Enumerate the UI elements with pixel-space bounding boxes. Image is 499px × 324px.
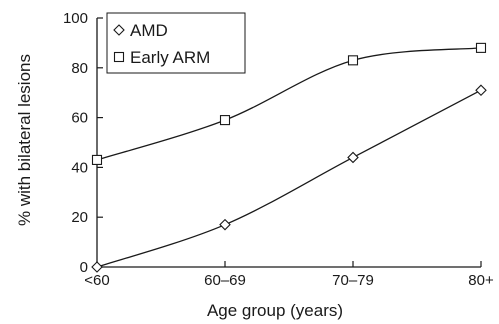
data-point-amd xyxy=(91,261,103,273)
data-point-early-arm xyxy=(219,115,231,126)
data-point-amd xyxy=(219,218,231,231)
y-tick-label: 20 xyxy=(71,209,88,226)
x-tick-label: <60 xyxy=(84,272,109,289)
legend-marker-amd xyxy=(113,24,125,36)
legend: AMD Early ARM xyxy=(106,12,246,74)
x-tick-label: 80+ xyxy=(468,272,494,289)
legend-marker-early-arm xyxy=(113,51,125,63)
data-point-amd xyxy=(475,84,487,96)
series-line-early-arm xyxy=(96,47,482,161)
y-axis-title: % with bilateral lesions xyxy=(15,54,34,226)
y-tick-label: 100 xyxy=(63,10,88,27)
y-tick-label: 80 xyxy=(71,60,88,77)
data-point-early-arm xyxy=(91,154,103,165)
legend-label-amd: AMD xyxy=(130,21,168,40)
series-markers xyxy=(91,42,487,273)
axes xyxy=(96,18,481,268)
legend-label-early-arm: Early ARM xyxy=(130,48,210,67)
legend-symbol-amd xyxy=(113,24,125,36)
legend-box xyxy=(106,12,246,74)
data-point-early-arm xyxy=(347,55,359,66)
y-tick-label: 40 xyxy=(71,159,88,176)
legend-symbol-early-arm xyxy=(113,51,125,63)
x-axis-title: Age group (years) xyxy=(207,301,343,320)
series-line-amd xyxy=(96,89,482,268)
data-point-amd xyxy=(347,151,359,164)
x-tick-label: 70–79 xyxy=(332,272,374,289)
series-lines xyxy=(96,47,482,268)
y-tick-label: 60 xyxy=(71,110,88,127)
tick-marks: 0 20 40 60 80 100 <60 60–69 70–79 80+ xyxy=(63,10,494,289)
y-tick-label: 0 xyxy=(80,259,88,276)
data-point-early-arm xyxy=(475,42,487,53)
x-tick-label: 60–69 xyxy=(204,272,246,289)
